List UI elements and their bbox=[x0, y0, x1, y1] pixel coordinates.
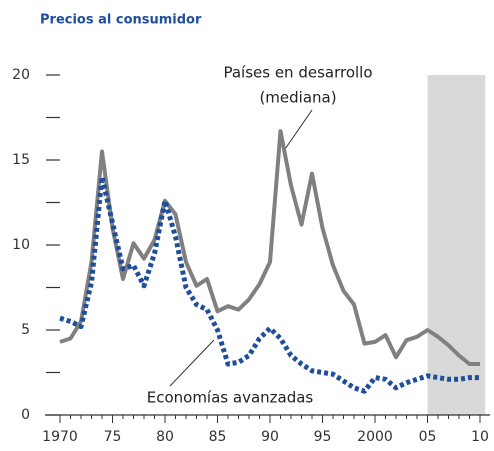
series-line bbox=[59, 129, 480, 366]
series-label: Economías avanzadas bbox=[147, 389, 314, 407]
shaded-region bbox=[427, 75, 486, 415]
series-label: Países en desarrollo bbox=[223, 64, 372, 82]
x-tick-label: 85 bbox=[209, 429, 227, 445]
leader-line bbox=[169, 339, 215, 387]
x-tick-label: 95 bbox=[314, 429, 332, 445]
leader-line bbox=[282, 109, 313, 153]
x-tick-label: 90 bbox=[261, 429, 279, 445]
x-tick-label: 2000 bbox=[357, 429, 393, 445]
x-tick-label: 1970 bbox=[42, 429, 78, 445]
y-tick-label: 20 bbox=[12, 67, 30, 83]
series-line bbox=[59, 174, 480, 394]
y-tick-label: 0 bbox=[21, 407, 30, 423]
y-tick-label: 15 bbox=[12, 152, 30, 168]
y-tick-label: 5 bbox=[21, 322, 30, 338]
y-tick-label: 10 bbox=[12, 237, 30, 253]
x-tick-label: 05 bbox=[419, 429, 437, 445]
x-tick-label: 10 bbox=[471, 429, 489, 445]
chart-title: Precios al consumidor bbox=[40, 13, 202, 28]
series-label: (mediana) bbox=[259, 89, 336, 107]
x-tick-label: 75 bbox=[104, 429, 122, 445]
x-tick-label: 80 bbox=[156, 429, 174, 445]
